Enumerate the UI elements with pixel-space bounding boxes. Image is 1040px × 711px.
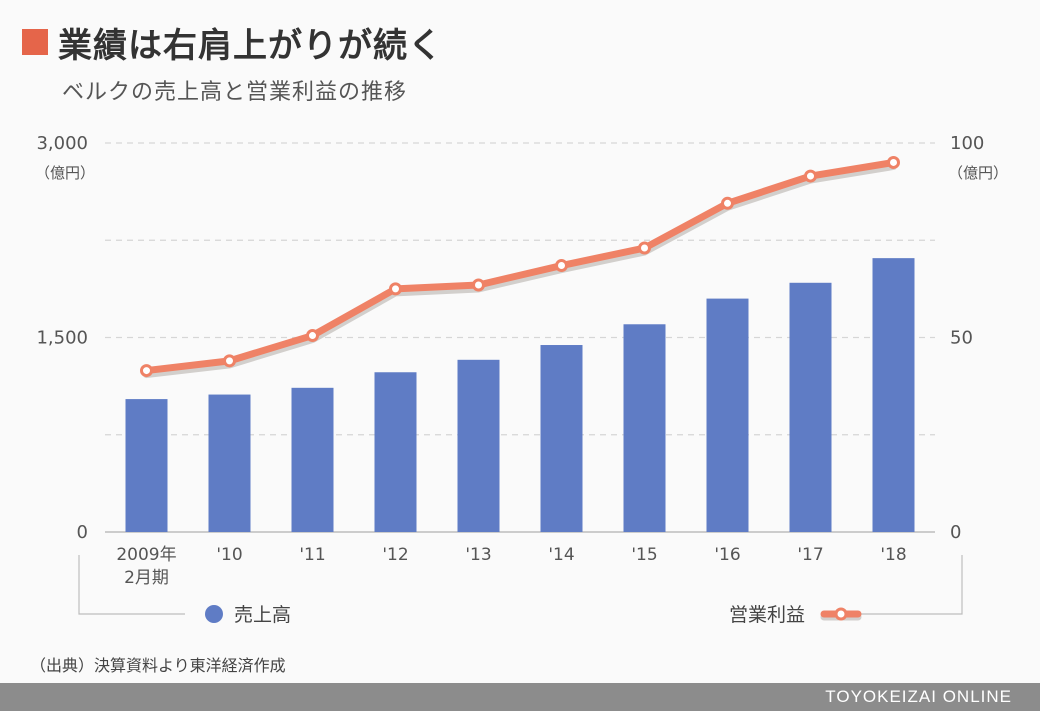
bar-sales <box>706 298 749 532</box>
profit-point <box>721 196 734 210</box>
y-right-unit-label: （億円） <box>948 164 1008 182</box>
bar-sales <box>374 372 417 532</box>
x-tick-label: 2009年 <box>116 545 176 565</box>
x-tick-label: '11 <box>299 545 325 565</box>
title-block: 業績は右肩上がりが続く <box>22 20 443 66</box>
profit-point <box>804 169 817 183</box>
y-right-tick-label: 50 <box>950 328 973 349</box>
y-left-unit-label: （億円） <box>35 164 95 182</box>
x-tick-label: '12 <box>382 545 408 565</box>
bar-sales <box>789 282 832 532</box>
y-right-tick-label: 0 <box>950 522 961 543</box>
y-right-tick-label: 100 <box>950 133 984 154</box>
x-tick-label: '10 <box>216 545 242 565</box>
profit-point <box>306 329 319 343</box>
profit-point <box>389 282 402 296</box>
profit-line-shadow <box>143 162 897 379</box>
profit-point <box>887 155 900 169</box>
bar-sales <box>872 258 915 532</box>
bar-sales <box>208 394 251 532</box>
y-left-tick-label: 0 <box>77 522 88 543</box>
title-marker-icon <box>22 29 48 55</box>
profit-line <box>143 158 897 375</box>
profit-point <box>638 241 651 255</box>
bar-sales <box>291 387 334 532</box>
brand-label: TOYOKEIZAI ONLINE <box>825 687 1012 706</box>
profit-point <box>223 354 236 368</box>
x-tick-label: '16 <box>714 545 740 565</box>
chart-subtitle: ベルクの売上高と営業利益の推移 <box>62 80 408 105</box>
bar-sales <box>540 345 583 532</box>
source-note: （出典）決算資料より東洋経済作成 <box>30 656 286 675</box>
x-tick-label: '14 <box>548 545 574 565</box>
bar-sales <box>457 359 500 532</box>
bar-sales <box>125 399 168 532</box>
legend-point-marker-icon <box>834 607 848 621</box>
profit-point <box>140 364 153 378</box>
x-tick-label: '15 <box>631 545 657 565</box>
profit-point <box>472 278 485 292</box>
legend-label-profit: 営業利益 <box>729 604 805 626</box>
legend-bar-marker-icon <box>205 605 223 623</box>
x-tick-label: '18 <box>880 545 906 565</box>
y-left-tick-label: 3,000 <box>36 133 88 154</box>
x-tick-label: '13 <box>465 545 491 565</box>
profit-point <box>555 259 568 273</box>
legend-bracket-left <box>78 555 185 615</box>
footer-bar: TOYOKEIZAI ONLINE <box>0 683 1040 711</box>
x-tick-label: '17 <box>797 545 823 565</box>
chart-title: 業績は右肩上がりが続く <box>58 25 443 66</box>
y-left-tick-label: 1,500 <box>36 328 88 349</box>
combo-chart: 3,000 1,500 0 （億円） 100 50 0 （億円） 2009年 2月期 '10 '11 '… <box>35 133 1008 626</box>
legend-bracket-right <box>860 555 963 615</box>
legend-label-sales: 売上高 <box>234 604 291 626</box>
x-tick-label: 2月期 <box>124 568 169 588</box>
bar-sales <box>623 324 666 532</box>
